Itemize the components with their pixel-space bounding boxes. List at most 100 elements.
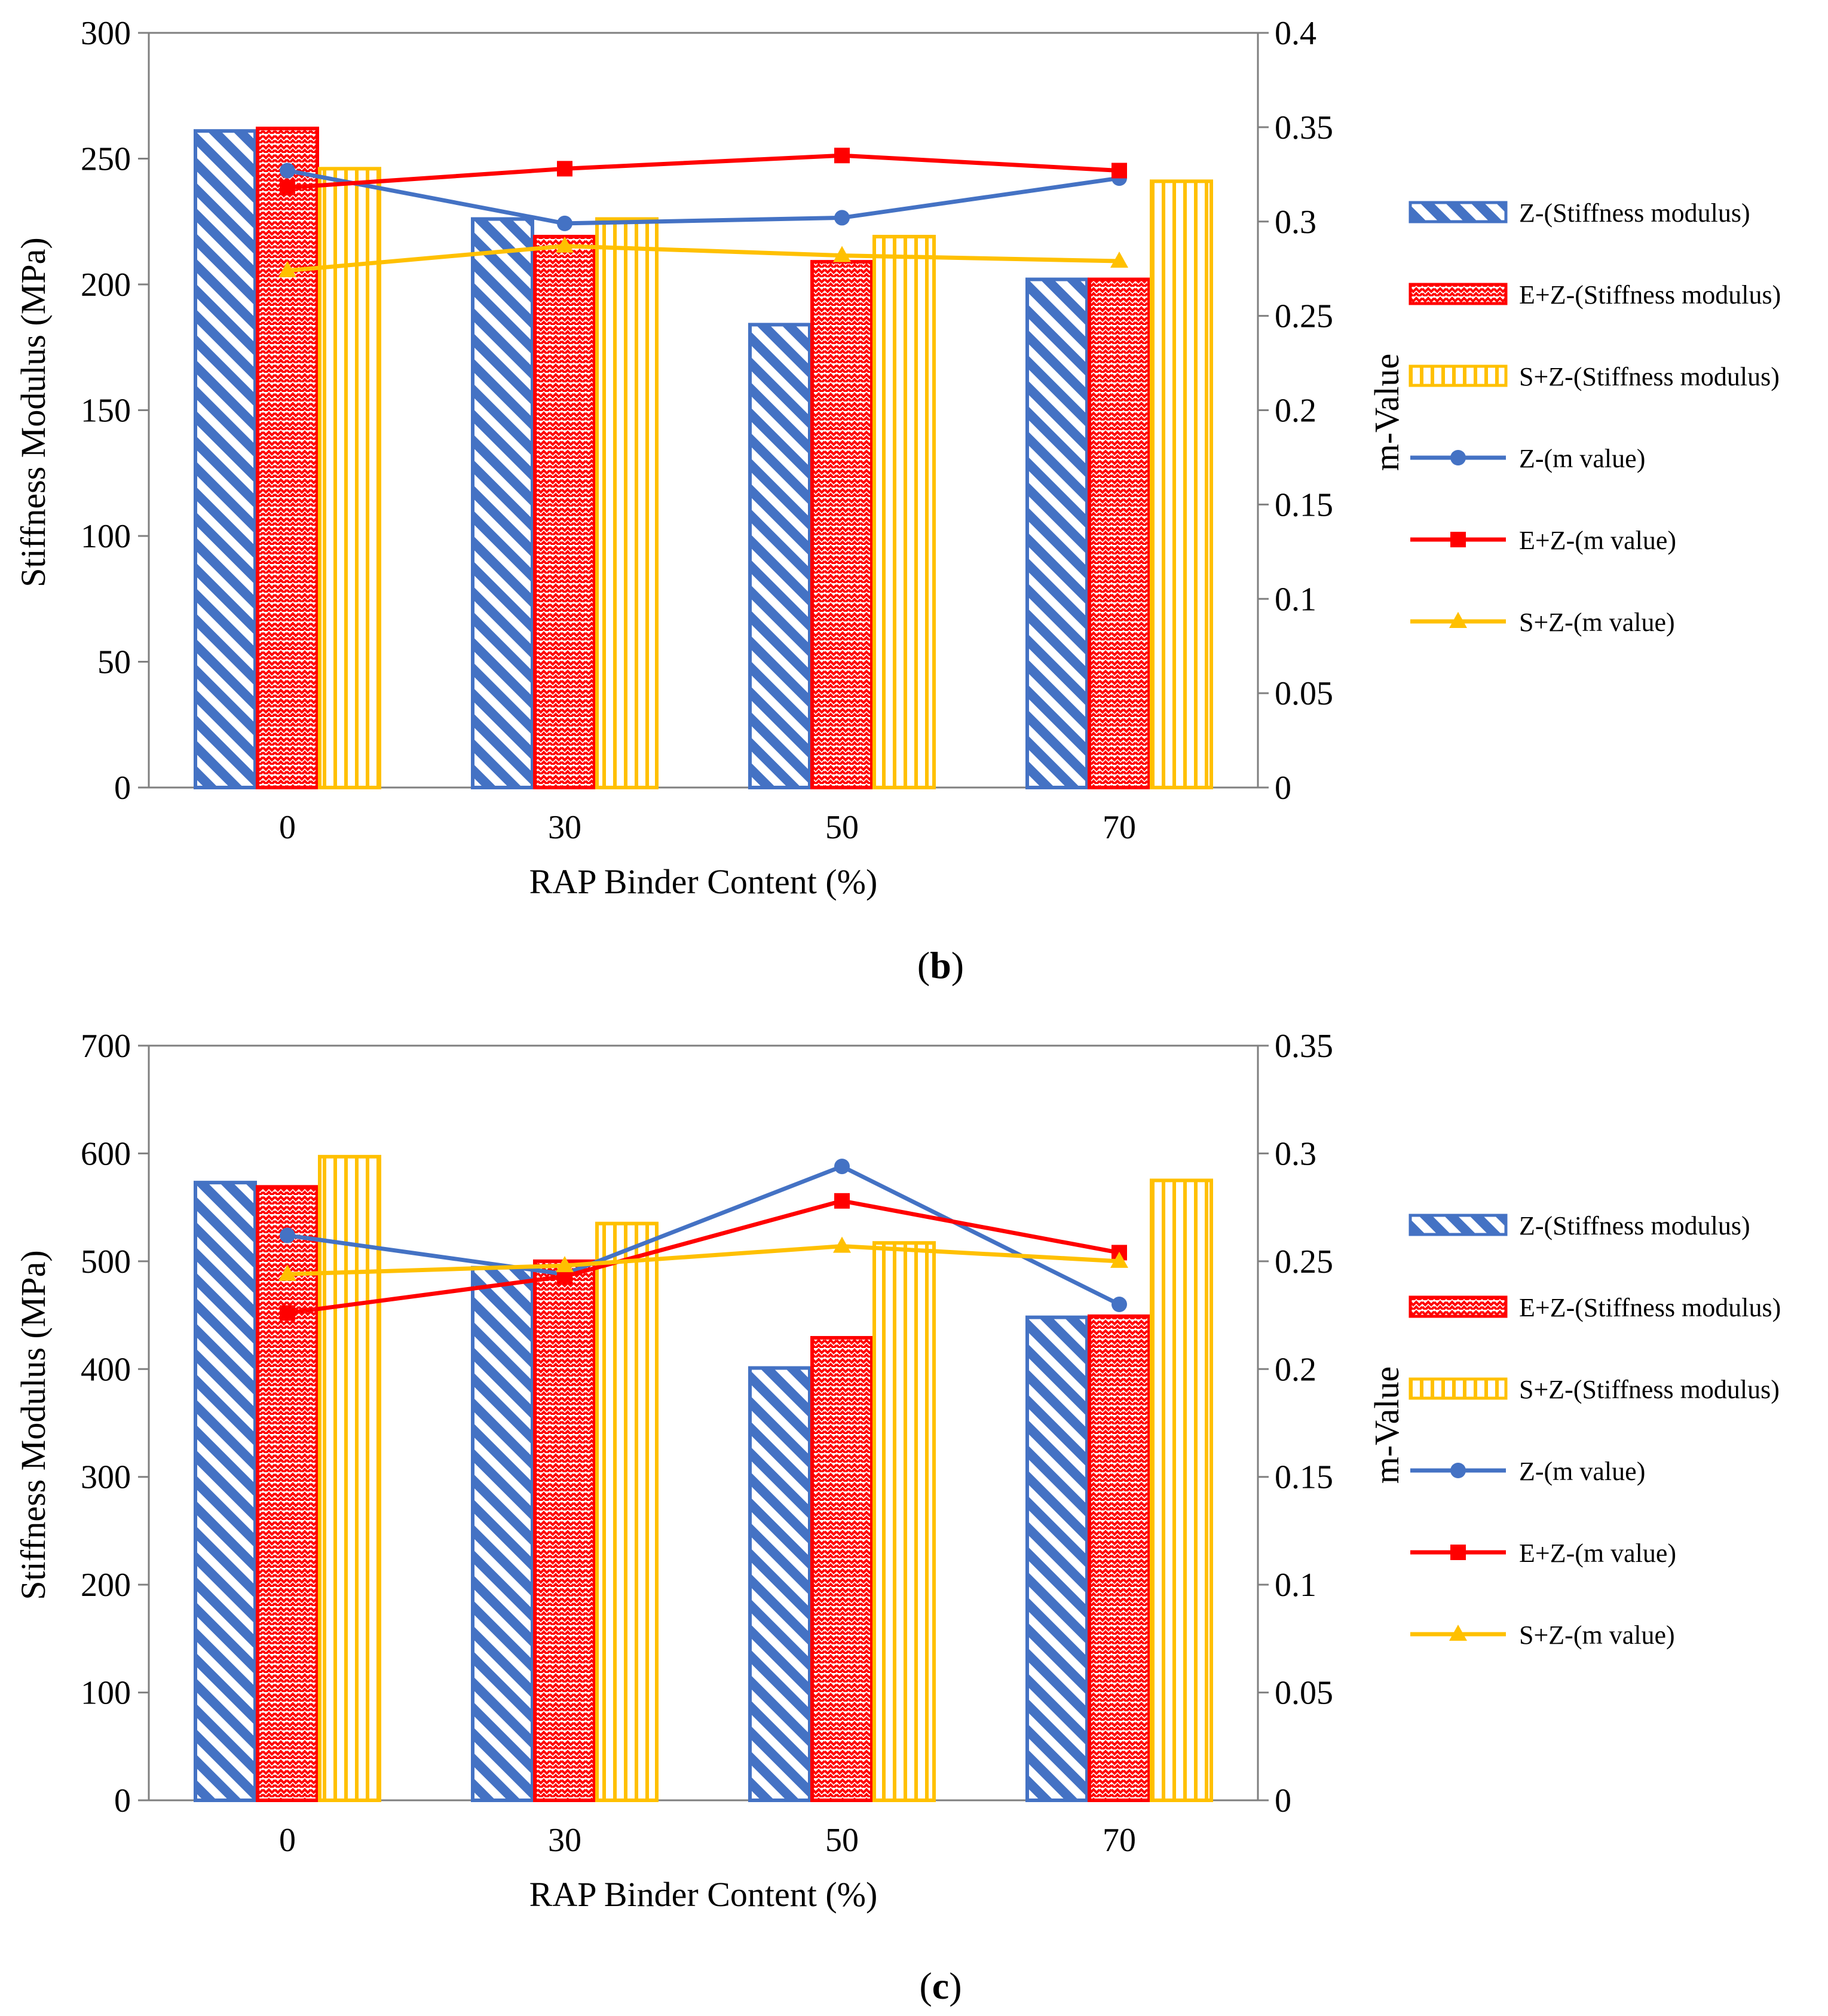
left-axis: 0 100 200 300 400 500 600 700 (81, 1028, 149, 1819)
left-axis: 0 50 100 150 200 250 300 (81, 15, 149, 807)
y-tick-label: 700 (81, 1028, 131, 1065)
legend-label: E+Z-(m value) (1519, 526, 1676, 555)
bar-yellow-50 (872, 235, 936, 789)
marker-circle (1450, 1463, 1466, 1478)
legend-label: Z-(Stiffness modulus) (1519, 198, 1750, 228)
right-axis: 0 0.05 0.1 0.15 0.2 0.25 0.3 0.35 0.4 (1258, 15, 1333, 807)
marker-triangle (833, 246, 851, 262)
bar-blue-0 (194, 129, 257, 790)
x-axis-title: RAP Binder Content (%) (529, 1875, 878, 1914)
marker-square (280, 179, 295, 195)
line-yellow (287, 1244, 1120, 1277)
marker-circle (1112, 1297, 1127, 1313)
y2-tick-label: 0.25 (1275, 298, 1333, 335)
y-tick-label: 250 (81, 141, 131, 178)
legend-label: E+Z-(Stiffness modulus) (1519, 280, 1781, 310)
legend-label: Z-(m value) (1519, 444, 1645, 473)
y2-tick-label: 0.1 (1275, 581, 1316, 618)
y-tick-label: 100 (81, 518, 131, 555)
bar-blue-70 (1025, 277, 1089, 789)
bar-red-70 (1088, 1314, 1151, 1802)
marker-square (834, 148, 850, 164)
bar-yellow-30 (595, 217, 659, 790)
y-tick-label: 500 (81, 1243, 131, 1280)
y2-tick-label: 0.3 (1275, 204, 1316, 241)
y-tick-label: 100 (81, 1675, 131, 1712)
y2-tick-label: 0 (1275, 1782, 1291, 1819)
marker-circle (834, 1159, 850, 1175)
bar-yellow-30 (595, 1221, 659, 1802)
y2-tick-label: 0.05 (1275, 1675, 1333, 1712)
legend-label: S+Z-(Stiffness modulus) (1519, 362, 1780, 391)
y-tick-label: 200 (81, 1567, 131, 1604)
y-tick-label: 0 (114, 1782, 131, 1819)
legend-label: Z-(m value) (1519, 1457, 1645, 1486)
marker-triangle (1110, 252, 1128, 268)
line-yellow (287, 244, 1120, 273)
x-tick-label: 0 (279, 1822, 296, 1859)
marker-square (1450, 532, 1466, 547)
bar-red-50 (810, 1335, 874, 1802)
bar-blue-0 (194, 1181, 257, 1802)
x-tick-label: 50 (825, 809, 859, 846)
legend-swatch-red-bar (1408, 1295, 1508, 1318)
right-axis: 0 0.05 0.1 0.15 0.2 0.25 0.3 0.35 (1258, 1028, 1333, 1819)
y2-tick-label: 0.1 (1275, 1567, 1316, 1604)
legend-swatch-yellow-bar (1408, 1377, 1508, 1400)
y2-tick-label: 0.15 (1275, 1459, 1333, 1496)
legend-swatch-yellow-bar (1408, 364, 1508, 387)
line-blue (287, 168, 1120, 226)
bar-red-0 (256, 1185, 319, 1802)
y2-tick-label: 0.35 (1275, 109, 1333, 146)
line-blue (287, 1164, 1120, 1307)
bar-group (194, 126, 1213, 790)
bottom-axis: 0 30 50 70 (279, 1822, 1136, 1859)
bar-blue-70 (1025, 1315, 1089, 1802)
bar-yellow-0 (318, 167, 381, 790)
marker-triangle (278, 1264, 296, 1281)
marker-triangle (556, 236, 574, 253)
marker-triangle (1449, 1625, 1467, 1641)
legend-label: S+Z-(Stiffness modulus) (1519, 1375, 1780, 1404)
x-tick-label: 70 (1103, 809, 1136, 846)
y-tick-label: 50 (97, 644, 131, 681)
y2-tick-label: 0.25 (1275, 1243, 1333, 1280)
x-tick-label: 50 (825, 1822, 859, 1859)
line-group (278, 1159, 1128, 1321)
marker-triangle (1110, 1251, 1128, 1268)
y2-tick-label: 0.05 (1275, 675, 1333, 712)
y-tick-label: 600 (81, 1135, 131, 1172)
legend-label: E+Z-(Stiffness modulus) (1519, 1293, 1781, 1322)
line-red (287, 153, 1120, 190)
bar-yellow-70 (1150, 179, 1213, 789)
y-tick-label: 300 (81, 1459, 131, 1496)
marker-circle (1450, 450, 1466, 465)
y-tick-label: 300 (81, 15, 131, 52)
marker-triangle (833, 1236, 851, 1253)
y2-tick-label: 0 (1275, 770, 1291, 807)
bar-red-30 (533, 235, 596, 789)
marker-circle (280, 163, 295, 179)
marker-square (834, 1193, 850, 1209)
x-axis-title: RAP Binder Content (%) (529, 862, 878, 901)
marker-circle (557, 215, 572, 231)
marker-triangle (556, 1256, 574, 1273)
y2-axis-title: m-Value (1367, 354, 1406, 471)
marker-square (1112, 163, 1127, 179)
legend: Z-(Stiffness modulus) E+Z-(Stiffness modu… (1408, 1211, 1781, 1650)
marker-square (280, 1305, 295, 1321)
y2-tick-label: 0.2 (1275, 1351, 1316, 1388)
bar-blue-50 (748, 323, 812, 789)
y-axis-title: Stiffness Modulus (MPa) (14, 1250, 53, 1600)
marker-triangle (1449, 612, 1467, 628)
bar-blue-50 (748, 1366, 812, 1802)
line-group (278, 148, 1128, 277)
legend-swatch-blue-bar (1408, 201, 1508, 223)
y-tick-label: 0 (114, 770, 131, 807)
y2-tick-label: 0.3 (1275, 1135, 1316, 1172)
y-tick-label: 400 (81, 1351, 131, 1388)
marker-triangle (278, 261, 296, 277)
